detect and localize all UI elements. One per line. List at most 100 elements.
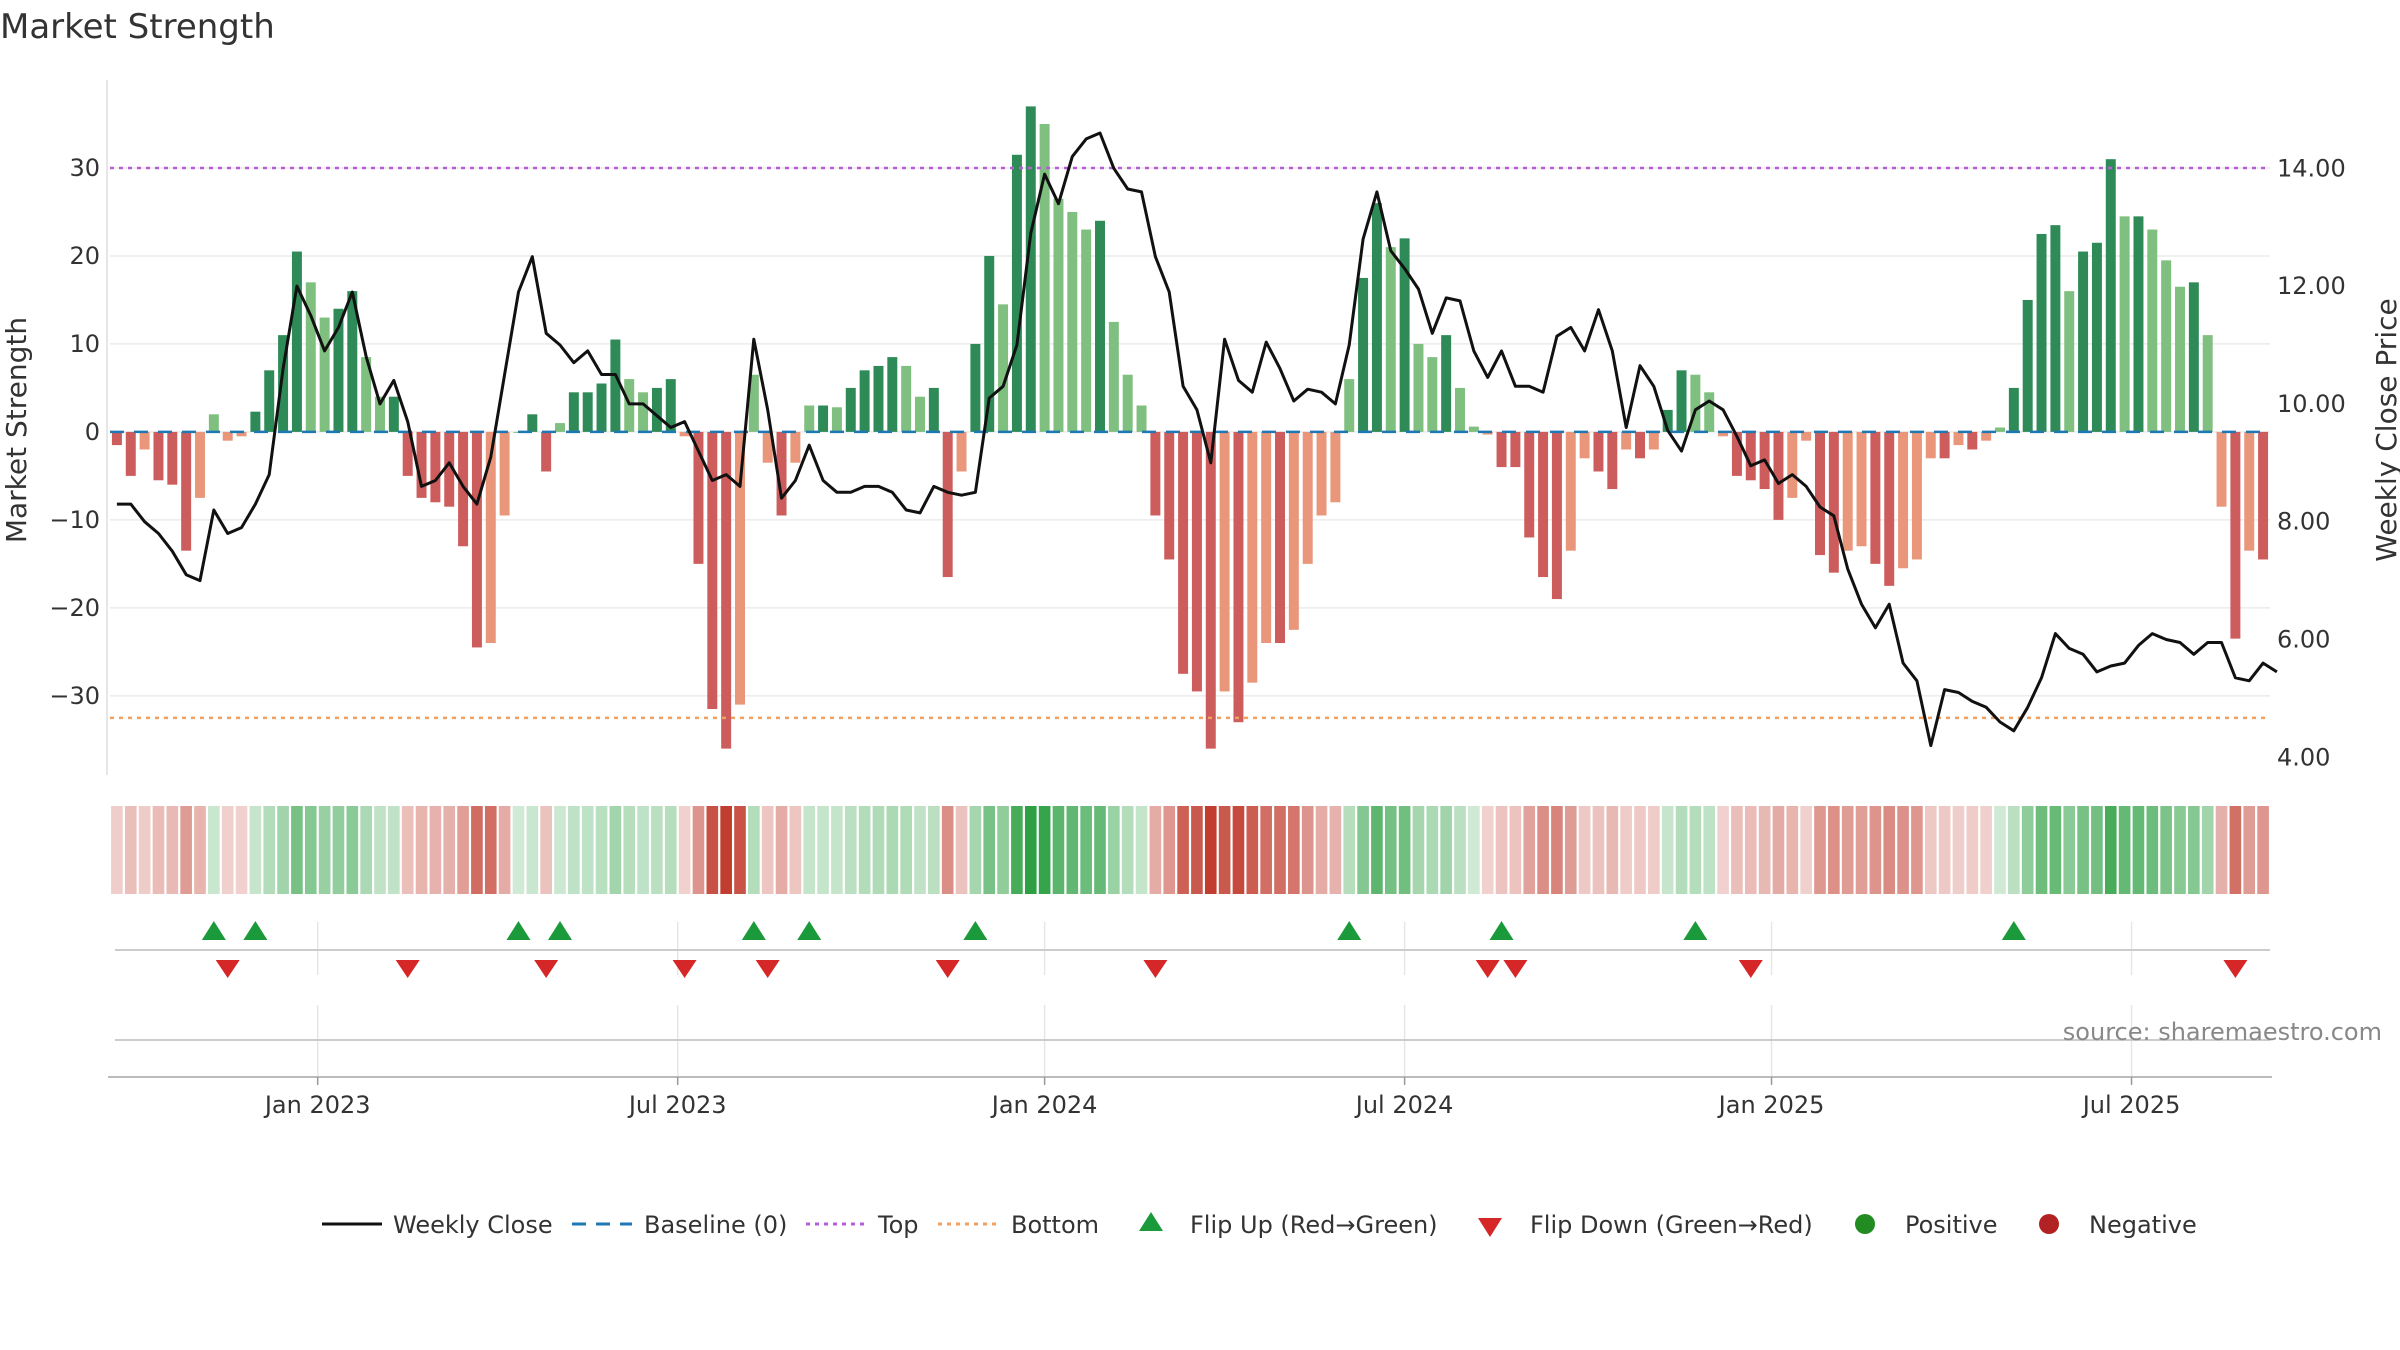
heat-cell — [1315, 806, 1328, 894]
strength-bar — [1815, 431, 1825, 556]
heat-cell — [1108, 806, 1120, 894]
heat-cell — [1661, 806, 1674, 894]
strength-bar — [2091, 242, 2102, 432]
heat-cell — [1869, 806, 1882, 894]
strength-bar — [1150, 431, 1161, 516]
heat-cell — [2035, 806, 2048, 894]
strength-bar — [1593, 431, 1604, 472]
strength-bar — [153, 431, 164, 481]
strength-bar — [1787, 431, 1798, 498]
strength-bar — [1967, 431, 1978, 450]
heat-cell — [748, 806, 760, 894]
flip-up-marker — [1489, 921, 1514, 940]
heat-cell — [1177, 806, 1189, 894]
flip-up-marker — [201, 921, 226, 940]
strength-bar — [1219, 431, 1230, 692]
heat-cell — [1938, 806, 1951, 894]
strength-bar — [1482, 431, 1493, 435]
heat-cell — [318, 806, 331, 894]
heat-cell — [415, 806, 428, 894]
heat-cell — [1537, 806, 1549, 894]
flip-down-marker — [215, 960, 240, 978]
heat-cell — [1426, 806, 1439, 894]
heat-cell — [1634, 806, 1646, 894]
heat-cell — [2160, 806, 2172, 894]
flip-up-marker — [1683, 921, 1708, 940]
strength-bar — [624, 379, 635, 432]
heat-cell — [429, 806, 442, 894]
heat-cell — [1592, 806, 1605, 894]
strength-bar — [1524, 431, 1535, 538]
heat-cell — [124, 806, 137, 894]
strength-bar — [1399, 238, 1410, 432]
strength-bar — [2078, 251, 2089, 432]
heat-cell — [969, 806, 982, 894]
strength-bar — [1371, 203, 1382, 432]
strength-bar — [527, 414, 538, 432]
strength-bar — [2133, 216, 2144, 432]
strength-bar — [2105, 159, 2116, 432]
source-attribution: source: sharemaestro.com — [2063, 1018, 2382, 1046]
heat-cell — [1121, 806, 1134, 894]
heat-cell — [111, 806, 123, 894]
heat-cell — [1828, 806, 1840, 894]
heat-cell — [803, 806, 816, 894]
heat-cell — [1814, 806, 1826, 894]
strength-bar — [928, 387, 939, 432]
heat-cell — [1163, 806, 1176, 894]
heat-cell — [401, 806, 414, 894]
heat-cell — [1924, 806, 1937, 894]
heat-cell — [678, 806, 691, 894]
strength-bar — [167, 431, 178, 485]
strength-bar — [347, 291, 358, 432]
strength-bar — [1205, 431, 1216, 749]
heat-cell — [844, 806, 857, 894]
x-tick-label: Jan 2024 — [990, 1091, 1098, 1119]
strength-bar — [444, 431, 455, 507]
strength-bar — [2230, 431, 2241, 639]
strength-bar — [485, 431, 496, 644]
strength-bar — [236, 431, 247, 437]
strength-bar — [721, 431, 732, 749]
heat-cell — [1994, 806, 2006, 894]
legend-top: Top — [877, 1211, 919, 1239]
heat-cell — [914, 806, 926, 894]
heat-cell — [1758, 806, 1771, 894]
heat-cell — [1274, 806, 1286, 894]
legend-flip-up-swatch — [1139, 1212, 1163, 1231]
strength-bar — [1939, 431, 1950, 459]
heat-cell — [2188, 806, 2200, 894]
flip-down-marker — [672, 960, 697, 978]
strength-bar — [2161, 260, 2172, 432]
strength-bar — [1081, 229, 1092, 432]
strength-bar — [998, 304, 1009, 432]
heat-cell — [1897, 806, 1909, 894]
flip-up-marker — [548, 921, 572, 940]
strength-bar — [1413, 343, 1424, 432]
legend-negative: Negative — [2089, 1211, 2197, 1239]
heat-cell — [872, 806, 885, 894]
legend-baseline: Baseline (0) — [644, 1211, 787, 1239]
strength-bar — [499, 431, 510, 516]
heat-cell — [1440, 806, 1452, 894]
heat-cell — [540, 806, 552, 894]
strength-bar — [984, 255, 995, 432]
flip-down-marker — [1143, 960, 1168, 978]
heat-cell — [941, 806, 954, 894]
heat-cell — [2021, 806, 2034, 894]
strength-bar — [1358, 277, 1369, 432]
strength-bar — [555, 423, 565, 432]
heat-cell — [1329, 806, 1342, 894]
strength-bar — [278, 335, 289, 432]
strength-bar — [1731, 431, 1742, 476]
strength-bar — [1122, 374, 1133, 432]
heat-cell — [471, 806, 483, 894]
heat-cell — [2146, 806, 2159, 894]
left-tick-label: −10 — [49, 506, 100, 534]
heat-cell — [581, 806, 594, 894]
strength-bar — [2050, 225, 2061, 432]
heat-cell — [1523, 806, 1536, 894]
heat-cell — [568, 806, 580, 894]
strength-bar — [1884, 431, 1895, 586]
strength-bar — [1828, 431, 1839, 573]
